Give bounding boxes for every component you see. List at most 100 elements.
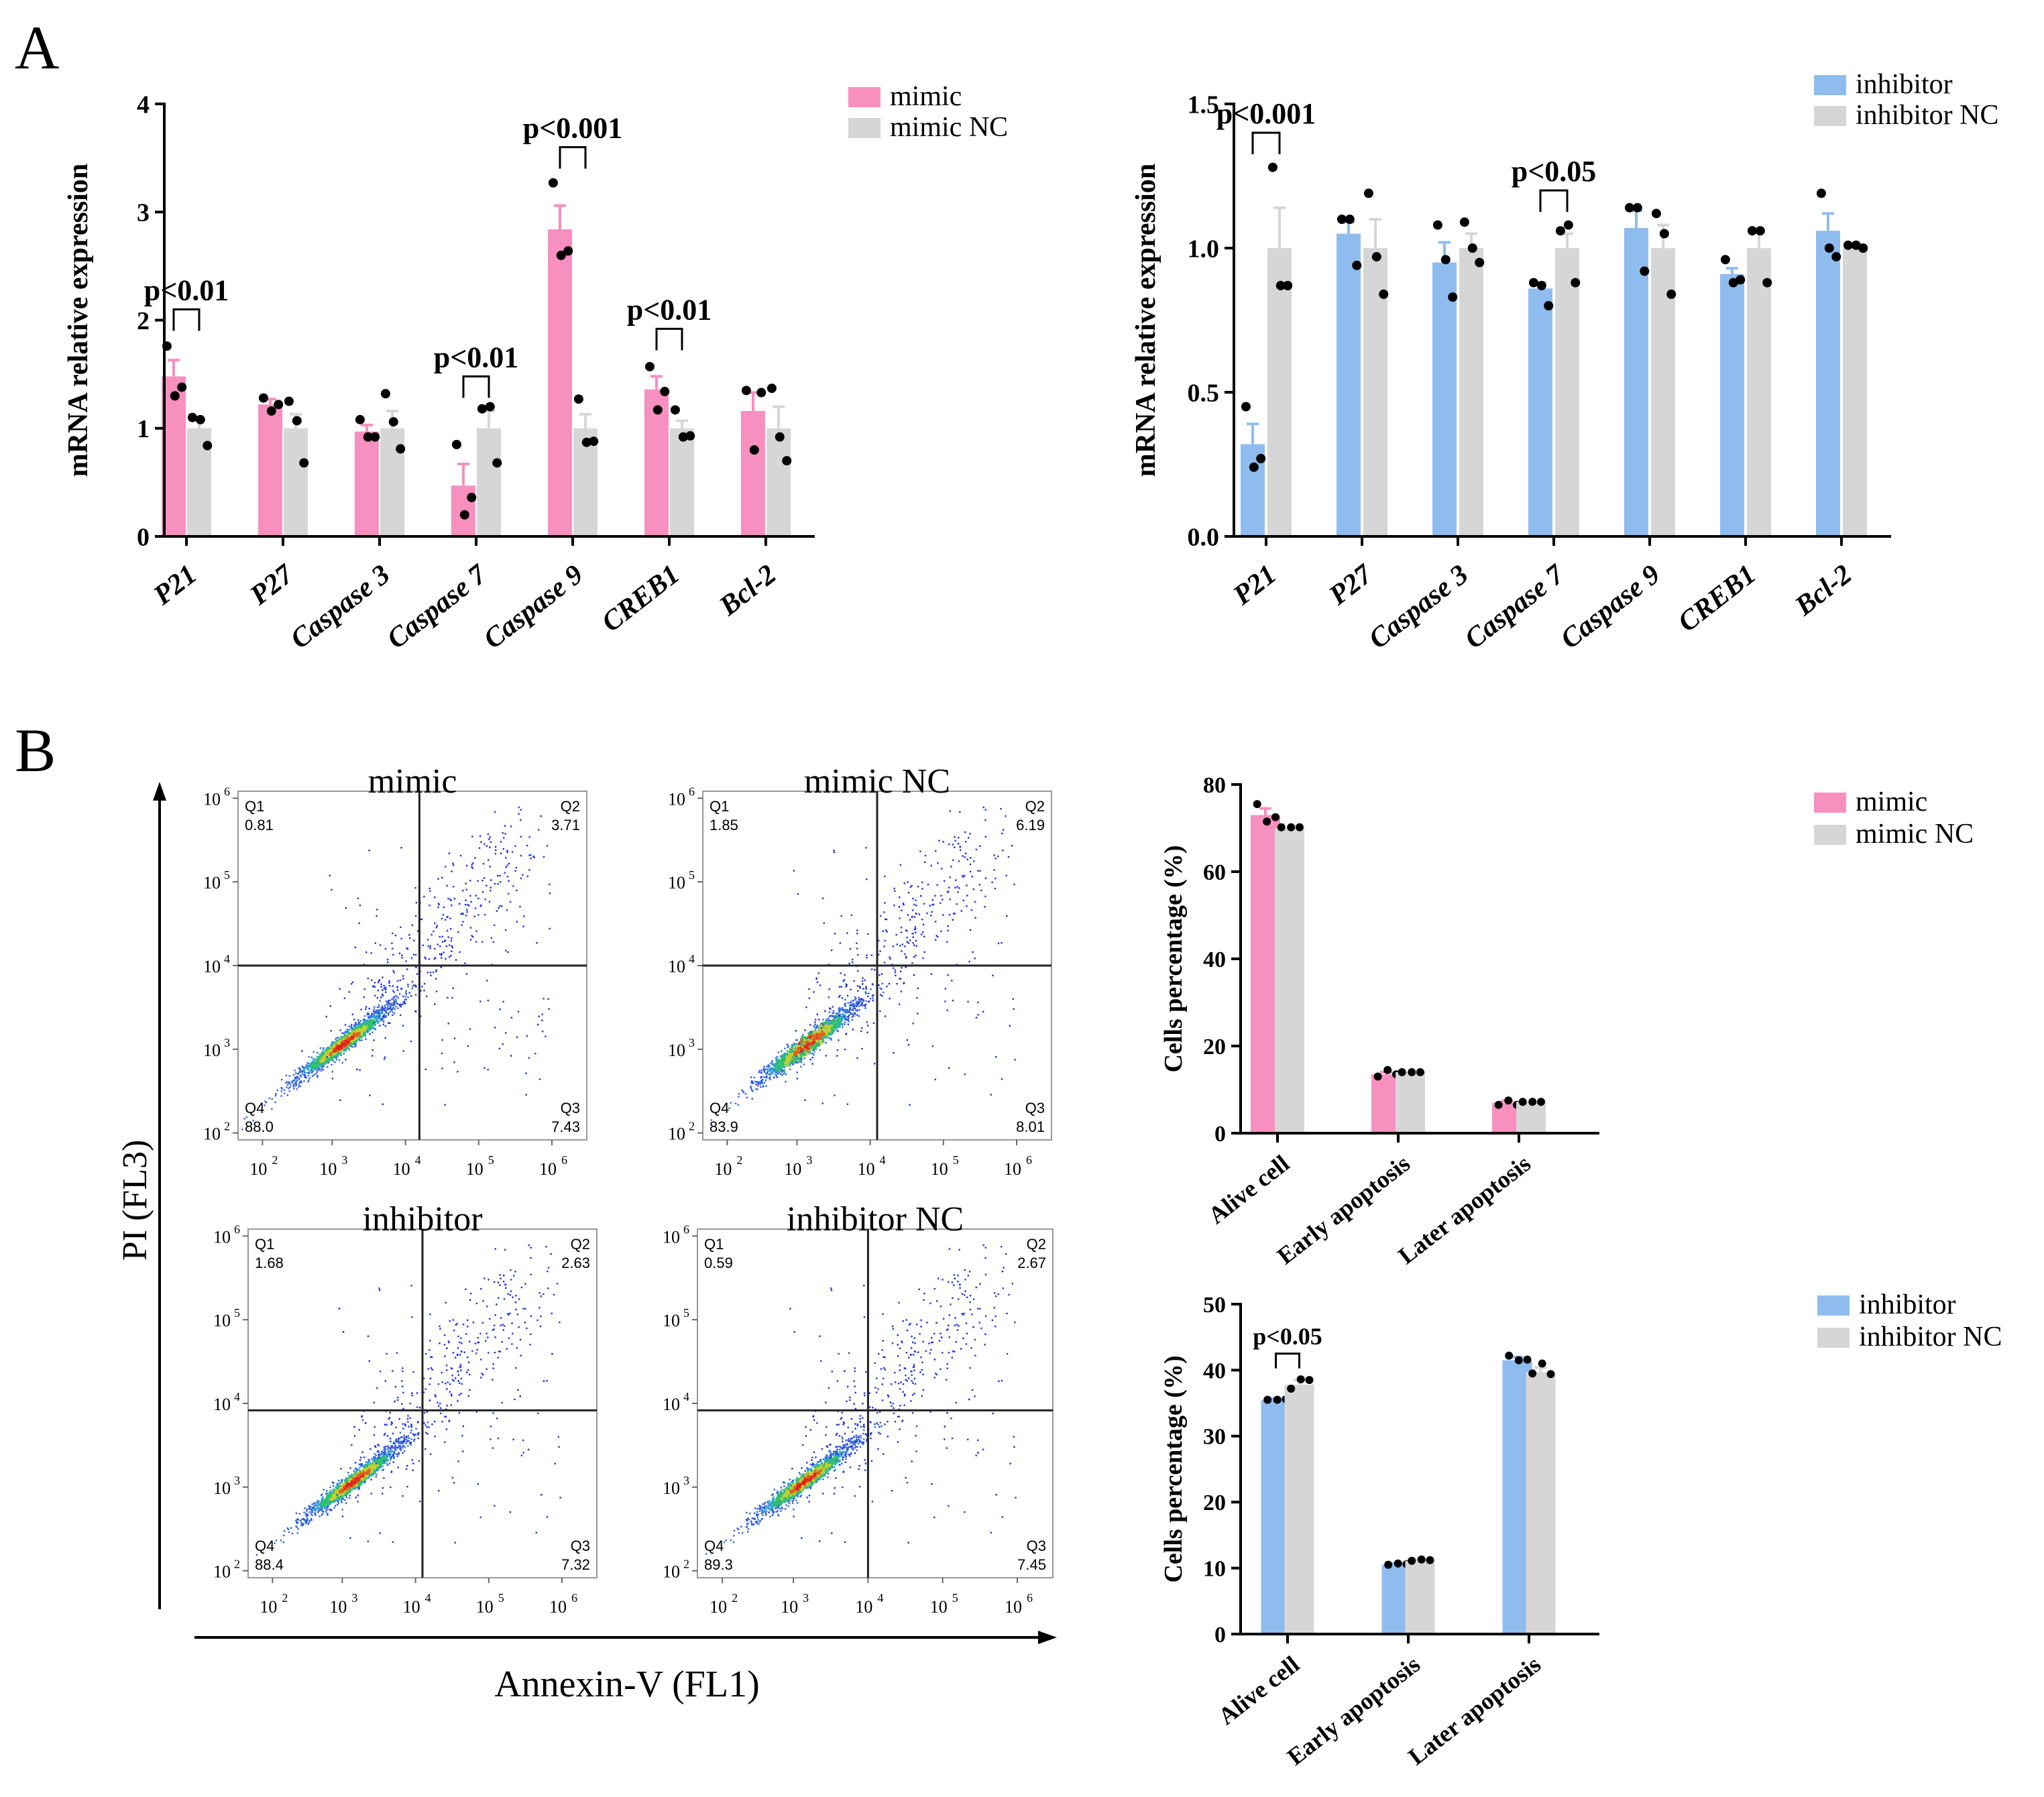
- flow-event-dot: [351, 981, 354, 984]
- significance-bracket: [1539, 189, 1569, 212]
- flow-event-dot: [526, 1035, 528, 1037]
- flow-event-dot: [830, 1025, 833, 1028]
- flow-event-dot: [923, 861, 926, 864]
- flow-event-dot: [439, 1407, 442, 1409]
- flow-event-dot: [417, 1422, 419, 1424]
- flow-event-dot: [355, 1045, 357, 1047]
- flow-event-dot: [954, 886, 956, 888]
- flow-event-dot: [286, 1527, 288, 1529]
- flow-event-dot: [851, 958, 854, 961]
- flow-event-dot: [829, 1015, 831, 1018]
- flow-event-dot: [296, 1076, 298, 1078]
- flow-event-dot: [776, 1076, 779, 1079]
- flow-event-dot: [506, 909, 508, 911]
- flow-event-dot: [319, 1053, 321, 1055]
- flow-event-dot: [545, 1035, 547, 1037]
- flow-event-dot: [795, 1061, 797, 1063]
- flow-event-dot: [846, 1010, 848, 1012]
- flow-event-dot: [854, 1007, 856, 1010]
- flow-event-dot: [913, 974, 915, 976]
- flow-event-dot: [315, 1058, 319, 1061]
- flow-event-dot: [327, 1513, 329, 1515]
- flow-event-dot: [424, 1424, 427, 1426]
- flow-event-dot: [545, 1246, 547, 1248]
- flow-event-dot: [490, 937, 493, 939]
- flow-event-dot: [912, 1023, 914, 1025]
- flow-event-dot: [797, 1061, 799, 1063]
- flow-event-dot: [486, 845, 488, 847]
- flow-event-dot: [386, 1451, 389, 1453]
- flow-event-dot: [866, 878, 868, 880]
- flow-event-dot: [842, 1010, 844, 1012]
- flow-event-dot: [873, 1063, 876, 1065]
- bar: [1720, 274, 1744, 536]
- flow-event-dot: [443, 951, 445, 953]
- flow-event-dot: [828, 1025, 831, 1028]
- flow-event-dot: [424, 1388, 427, 1390]
- flow-event-dot: [781, 1069, 783, 1071]
- flow-event-dot: [386, 1424, 388, 1426]
- flow-event-dot: [492, 1412, 494, 1414]
- flow-event-dot: [313, 1074, 315, 1076]
- flow-event-dot: [497, 883, 499, 885]
- flow-event-dot: [871, 968, 873, 970]
- flow-event-dot: [975, 848, 978, 851]
- flow-event-dot: [383, 1477, 385, 1479]
- data-point: [1528, 1098, 1537, 1106]
- flow-event-dot: [862, 983, 864, 985]
- legend-swatch: [1814, 793, 1846, 813]
- y-tick-label: 30: [1203, 1425, 1226, 1450]
- flow-event-dot: [935, 935, 938, 937]
- flow-event-dot: [525, 1094, 527, 1096]
- flow-event-dot: [435, 927, 438, 929]
- flow-event-dot: [321, 1493, 323, 1495]
- flow-event-dot: [388, 1002, 390, 1004]
- flow-y-tick-exp: 3: [689, 1036, 695, 1049]
- flow-event-dot: [284, 1089, 286, 1091]
- flow-event-dot: [865, 847, 867, 849]
- annexin-arrow-head: [1038, 1631, 1057, 1644]
- flow-event-dot: [840, 986, 842, 988]
- flow-event-dot: [766, 1070, 769, 1073]
- data-point: [652, 405, 663, 415]
- data-point: [556, 250, 566, 260]
- flow-event-dot: [490, 890, 492, 892]
- flow-event-dot: [427, 1433, 429, 1435]
- data-point: [1345, 215, 1355, 224]
- flow-event-dot: [319, 1059, 323, 1063]
- flow-event-dot: [324, 1498, 327, 1501]
- flow-event-dot: [387, 1022, 390, 1024]
- flow-event-dot: [915, 905, 917, 907]
- flow-event-dot: [972, 951, 974, 953]
- flow-event-dot: [516, 921, 518, 923]
- flow-event-dot: [837, 1012, 840, 1015]
- flow-event-dot: [341, 1061, 344, 1064]
- flow-event-dot: [385, 1009, 387, 1011]
- flow-event-dot: [782, 1069, 784, 1071]
- flow-event-dot: [475, 930, 477, 933]
- flow-event-dot: [964, 852, 967, 854]
- flow-event-dot: [815, 1026, 817, 1028]
- q2-value: 6.19: [1016, 817, 1045, 833]
- flow-event-dot: [872, 999, 874, 1002]
- flow-event-dot: [864, 1004, 866, 1006]
- flow-event-dot: [848, 1017, 850, 1019]
- flow-event-dot: [812, 1032, 815, 1035]
- flow-event-dot: [909, 1104, 911, 1106]
- flow-event-dot: [353, 1487, 355, 1489]
- flow-event-dot: [307, 1075, 310, 1077]
- flow-event-dot: [341, 1043, 344, 1046]
- flow-event-dot: [337, 1047, 341, 1050]
- flow-event-dot: [353, 1043, 355, 1046]
- flow-event-dot: [850, 1012, 852, 1014]
- flow-plot-title: mimic NC: [804, 762, 950, 801]
- flow-event-dot: [394, 1000, 396, 1003]
- flow-event-dot: [345, 1059, 347, 1061]
- flow-event-dot: [913, 903, 915, 906]
- flow-event-dot: [760, 1086, 762, 1088]
- flow-event-dot: [385, 991, 387, 993]
- flow-event-dot: [441, 1381, 443, 1383]
- flow-event-dot: [893, 1052, 895, 1054]
- flow-event-dot: [407, 986, 409, 988]
